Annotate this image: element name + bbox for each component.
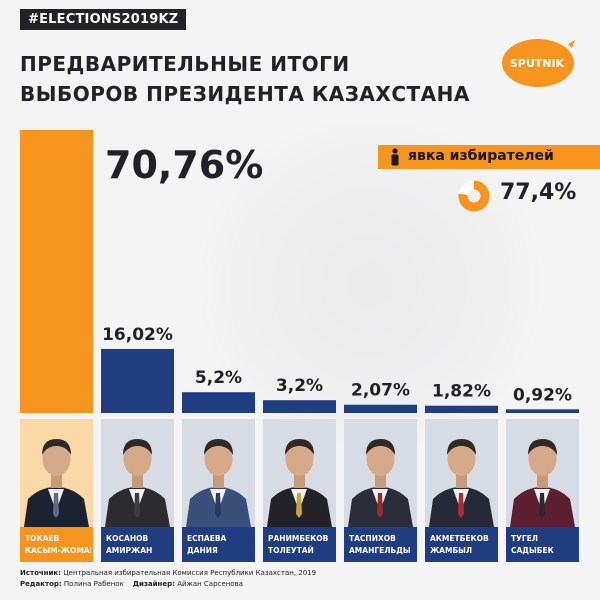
bar-3 [182,392,255,413]
page-title-line2: ВЫБОРОВ ПРЕЗИДЕНТА КАЗАХСТАНА [20,82,470,106]
candidate-card-6: АКМЕТБЕКОВ ЖАМБЫЛ [425,419,498,562]
footer-credits: Редактор: Полина Рабенок Дизайнер: Айжан… [20,580,243,588]
turnout-donut-icon [458,180,490,212]
data-label-1: 70,76% [105,143,263,187]
candidate-surname: РАНИМБЕКОВ [268,534,329,543]
data-label-2: 16,02% [102,325,173,345]
candidate-given-name: ЖАМБЫЛ [430,546,473,555]
candidate-card-4: РАНИМБЕКОВ ТОЛЕУТАЙ [263,419,336,562]
candidate-given-name: КАСЫМ-ЖОМАРТ [25,546,91,555]
turnout-donut-arc [458,180,490,212]
candidate-name: ТУГЕЛ САДЫБЕК [511,533,577,557]
candidate-card-7: ТУГЕЛ САДЫБЕК [506,419,579,562]
footer-editor-name: Полина Рабенок [63,580,124,588]
candidate-name: АКМЕТБЕКОВ ЖАМБЫЛ [430,533,496,557]
candidate-given-name: АМАНГЕЛЬДЫ [349,546,411,555]
bar-6 [425,405,498,413]
candidate-name: КОСАНОВ АМИРЖАН [106,533,172,557]
candidate-card-1: ТОКАЕВ КАСЫМ-ЖОМАРТ [20,419,93,562]
candidate-surname: ЕСПАЕВА [187,534,227,543]
sputnik-logo: SPUTNIK [502,39,575,87]
candidate-name: ТАСПИХОВ АМАНГЕЛЬДЫ [349,533,415,557]
candidate-given-name: ДАНИЯ [187,546,218,555]
bar-2 [101,348,174,413]
candidate-portrait [425,419,498,527]
candidate-given-name: АМИРЖАН [106,546,153,555]
page-title-line1: ПРЕДВАРИТЕЛЬНЫЕ ИТОГИ [20,52,350,76]
data-label-7: 0,92% [513,385,572,405]
data-label-4: 3,2% [276,376,323,396]
footer-editor-label: Редактор: [20,580,62,588]
footer-source: Источник: Центральная избирательная Коми… [20,569,316,577]
candidate-surname: ТУГЕЛ [511,534,539,543]
candidate-portrait [20,419,93,527]
hashtag-badge: #ELECTIONS2019KZ [20,9,187,30]
candidate-surname: ТОКАЕВ [25,534,60,543]
bar-4 [263,400,336,413]
footer-designer-name: Айжан Сарсенова [177,580,243,588]
data-label-5: 2,07% [351,381,410,401]
footer-designer-label: Дизайнер: [132,580,175,588]
candidate-surname: КОСАНОВ [106,534,149,543]
candidate-given-name: САДЫБЕК [511,546,554,555]
candidate-portrait [263,419,336,527]
candidate-given-name: ТОЛЕУТАЙ [268,546,314,555]
data-label-3: 5,2% [195,368,242,388]
footer-source-text: Центральная избирательная Комиссия Респу… [63,569,317,577]
footer-source-label: Источник: [20,569,61,577]
candidate-portrait [182,419,255,527]
data-label-6: 1,82% [432,382,491,402]
turnout-banner [378,145,600,169]
candidate-card-5: ТАСПИХОВ АМАНГЕЛЬДЫ [344,419,417,562]
candidate-card-2: КОСАНОВ АМИРЖАН [101,419,174,562]
bar-7 [506,409,579,413]
candidate-card-3: ЕСПАЕВА ДАНИЯ [182,419,255,562]
bar-1 [20,130,93,413]
candidate-surname: АКМЕТБЕКОВ [430,534,489,543]
candidate-portrait [101,419,174,527]
turnout-value: 77,4% [500,180,577,205]
candidate-name: ТОКАЕВ КАСЫМ-ЖОМАРТ [25,533,91,557]
bar-5 [344,404,417,413]
candidate-portrait [506,419,579,527]
sputnik-logo-text: SPUTNIK [510,57,565,70]
candidate-name: РАНИМБЕКОВ ТОЛЕУТАЙ [268,533,334,557]
candidate-name: ЕСПАЕВА ДАНИЯ [187,533,253,557]
person-icon [391,148,399,166]
turnout-label: явка избирателей [408,148,554,164]
candidate-surname: ТАСПИХОВ [349,534,396,543]
candidate-portrait [344,419,417,527]
